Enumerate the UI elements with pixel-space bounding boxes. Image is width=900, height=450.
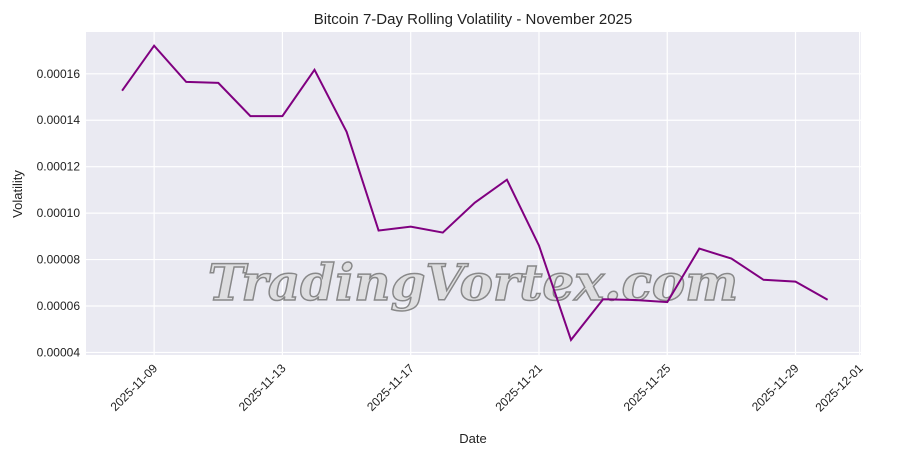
y-tick-label: 0.00010 [37,206,81,220]
y-tick-label: 0.00014 [37,113,81,127]
x-tick-label: 2025-11-21 [492,361,545,414]
x-tick-label: 2025-11-09 [108,361,161,414]
x-tick-label: 2025-12-01 [812,361,866,415]
x-tick-label: 2025-11-25 [621,361,674,414]
series-points [121,45,828,341]
y-tick-label: 0.00008 [37,253,81,267]
x-tick-label: 2025-11-29 [749,361,802,414]
y-tick-label: 0.00006 [37,299,81,313]
watermark-logo: TradingVortex.com [208,253,738,312]
x-axis-ticks: 2025-11-09 2025-11-13 2025-11-17 2025-11-21… [108,361,866,415]
y-axis-ticks: 0.00004 0.00006 0.00008 0.00010 0.00012 0.000… [37,67,81,360]
y-tick-label: 0.00016 [37,67,81,81]
y-axis-label: Volatility [10,170,25,218]
x-axis-label: Date [459,431,486,446]
chart-title: Bitcoin 7-Day Rolling Volatility - Novem… [314,11,632,28]
x-tick-label: 2025-11-13 [236,361,289,414]
y-tick-label: 0.00004 [37,345,81,359]
x-tick-label: 2025-11-17 [364,361,417,414]
plot-area [86,32,861,355]
grid [86,32,861,355]
y-tick-label: 0.00012 [37,160,81,174]
